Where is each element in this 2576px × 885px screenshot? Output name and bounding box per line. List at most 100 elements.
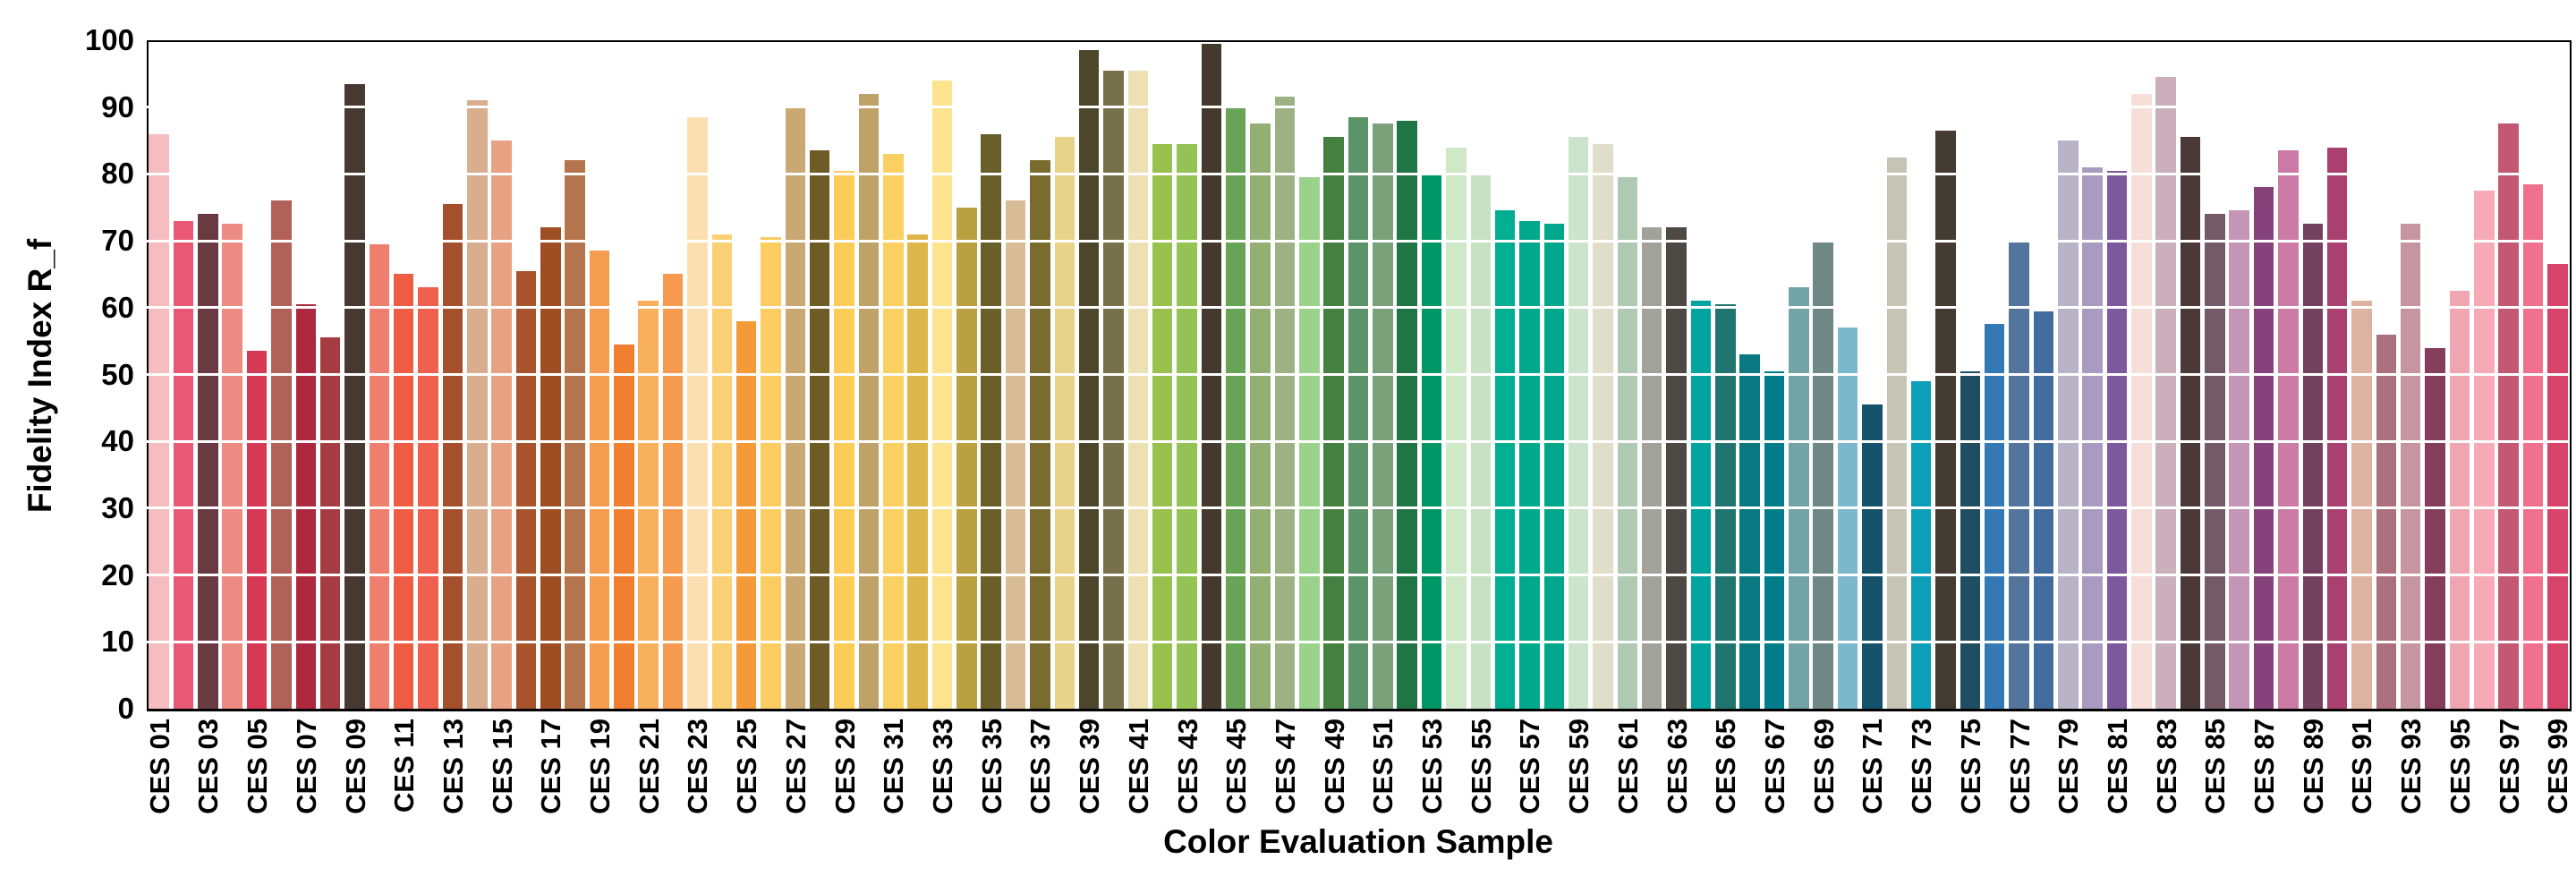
x-tick-label-text: CES 17 — [535, 719, 567, 814]
x-tick-label-text: CES 35 — [975, 719, 1007, 814]
bar-ces-44 — [1201, 43, 1222, 709]
x-tick-label-text: CES 15 — [486, 719, 518, 814]
bar-ces-28 — [809, 150, 830, 709]
bar-ces-42 — [1152, 143, 1173, 709]
x-tick-label-text: CES 39 — [1074, 719, 1106, 814]
x-tick-label-text: CES 85 — [2199, 719, 2232, 814]
x-tick-label-text: CES 03 — [192, 719, 225, 814]
bar-ces-60 — [1593, 143, 1613, 709]
x-tick-label-text: CES 11 — [388, 719, 421, 813]
bar-ces-25 — [735, 320, 757, 709]
x-tick-label-text: CES 55 — [1465, 719, 1497, 814]
bar-ces-90 — [2326, 147, 2348, 709]
bar-ces-24 — [711, 234, 733, 709]
bar-ces-85 — [2205, 214, 2225, 709]
bar-ces-37 — [1030, 160, 1050, 709]
bar-ces-57 — [1519, 220, 1540, 709]
bar-ces-73 — [1910, 380, 1932, 709]
gridline-10 — [147, 640, 2570, 643]
x-tick-label-text: CES 99 — [2542, 719, 2574, 814]
bar-ces-30 — [858, 93, 880, 709]
bar-ces-21 — [638, 301, 659, 709]
bar-ces-64 — [1690, 301, 1712, 709]
bar-ces-01 — [149, 133, 169, 709]
gridline-20 — [147, 574, 2570, 577]
bar-ces-45 — [1225, 106, 1246, 709]
x-tick-label-text: CES 57 — [1514, 719, 1546, 814]
x-tick-label-text: CES 45 — [1220, 719, 1253, 814]
x-tick-label-text: CES 23 — [682, 719, 714, 814]
gridline-70 — [147, 239, 2570, 243]
y-tick-label-0: 0 — [117, 692, 134, 725]
x-tick-label-text: CES 73 — [1906, 719, 1938, 814]
x-tick-label-text: CES 79 — [2053, 719, 2085, 814]
bar-ces-14 — [467, 100, 488, 709]
bar-ces-77 — [2009, 241, 2029, 709]
bar-ces-17 — [540, 227, 561, 709]
bar-ces-97 — [2498, 123, 2519, 709]
bar-ces-96 — [2474, 191, 2495, 709]
gridline-60 — [147, 306, 2570, 310]
bar-ces-87 — [2253, 187, 2274, 709]
bar-ces-43 — [1177, 143, 1197, 709]
x-tick-label-text: CES 21 — [633, 719, 665, 814]
x-tick-label-text: CES 83 — [2150, 719, 2182, 814]
bar-ces-50 — [1348, 116, 1369, 709]
bar-ces-23 — [687, 116, 708, 709]
bar-ces-51 — [1373, 123, 1393, 709]
bar-ces-92 — [2376, 334, 2397, 709]
gridline-30 — [147, 506, 2570, 510]
x-tick-label-text: CES 31 — [878, 719, 910, 814]
bar-ces-12 — [418, 287, 438, 709]
x-tick-label-text: CES 51 — [1367, 719, 1399, 814]
plot-border-right — [2570, 40, 2572, 710]
bar-ces-98 — [2522, 183, 2544, 709]
x-tick-label-text: CES 01 — [143, 719, 175, 814]
bar-ces-93 — [2400, 224, 2421, 709]
gridline-40 — [147, 439, 2570, 443]
bar-ces-91 — [2351, 301, 2372, 709]
x-tick-label-text: CES 27 — [779, 719, 812, 814]
bar-ces-67 — [1764, 370, 1785, 709]
bar-ces-33 — [931, 80, 953, 709]
x-tick-label-text: CES 43 — [1171, 719, 1203, 814]
bar-ces-65 — [1715, 304, 1736, 709]
plot-border-bottom — [147, 709, 2572, 711]
bar-ces-39 — [1078, 50, 1100, 709]
gridline-80 — [147, 172, 2570, 175]
bar-ces-13 — [442, 204, 463, 709]
bar-ces-05 — [246, 351, 268, 709]
bar-ces-35 — [981, 133, 1001, 709]
x-tick-label-text: CES 33 — [926, 719, 958, 814]
bar-ces-31 — [883, 153, 904, 709]
bar-ces-86 — [2229, 210, 2249, 709]
y-tick-label-20: 20 — [101, 557, 134, 591]
bar-ces-19 — [589, 251, 610, 709]
bar-ces-52 — [1397, 120, 1417, 709]
gridline-50 — [147, 373, 2570, 376]
x-tick-label-text: CES 95 — [2444, 719, 2476, 814]
bar-ces-62 — [1641, 227, 1662, 709]
x-tick-label-text: CES 89 — [2297, 719, 2329, 814]
bar-ces-04 — [222, 224, 242, 709]
bar-ces-32 — [907, 234, 928, 709]
x-tick-label-text: CES 13 — [437, 719, 469, 814]
x-tick-label-text: CES 19 — [584, 719, 616, 814]
bar-ces-15 — [491, 140, 512, 709]
bar-ces-84 — [2180, 137, 2201, 709]
bar-ces-88 — [2278, 150, 2299, 709]
bar-ces-71 — [1862, 404, 1883, 709]
x-tick-label-text: CES 93 — [2395, 719, 2427, 814]
x-tick-label-text: CES 47 — [1269, 719, 1301, 814]
y-tick-label-10: 10 — [101, 625, 134, 659]
y-tick-label-50: 50 — [101, 357, 134, 391]
x-tick-label-text: CES 29 — [829, 719, 861, 814]
x-tick-label-text: CES 61 — [1611, 719, 1644, 814]
bar-ces-40 — [1103, 70, 1124, 709]
plot-border-top — [147, 40, 2572, 42]
bar-ces-58 — [1543, 224, 1565, 709]
gridline-90 — [147, 106, 2570, 109]
bar-ces-46 — [1250, 123, 1271, 709]
bar-ces-68 — [1789, 287, 1809, 709]
